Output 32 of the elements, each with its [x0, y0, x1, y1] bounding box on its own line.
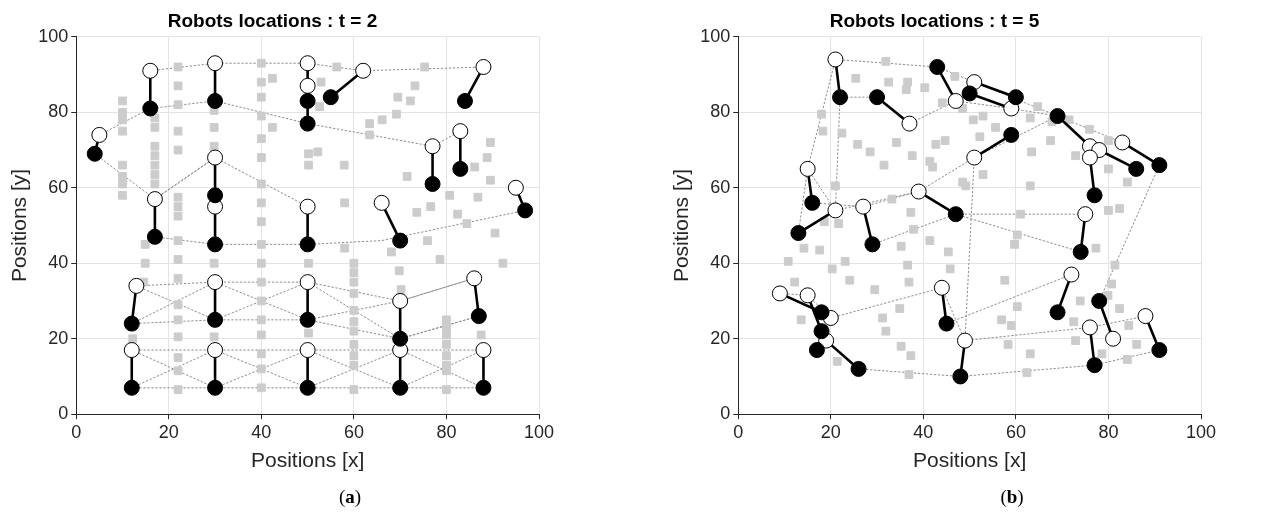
x-tick-label: 100	[1185, 421, 1217, 442]
chart-title: Robots locations : t = 5	[829, 9, 1040, 31]
text: (b)	[999, 486, 1025, 508]
y-tick-label: 0	[58, 403, 69, 424]
x-tick-label: 60	[1005, 421, 1026, 442]
x-tick-label: 40	[913, 421, 934, 442]
x-tick-label: 0	[733, 421, 744, 442]
x-tick-label: 80	[436, 421, 457, 442]
chart-title: Robots locations : t = 2	[167, 9, 378, 31]
y-tick-label: 80	[710, 101, 731, 122]
y-tick-label: 80	[48, 101, 69, 122]
y-axis-title: Positions [y]	[7, 168, 31, 283]
text: (a)	[337, 486, 363, 508]
x-tick-label: 60	[343, 421, 364, 442]
x-tick-label: 80	[1098, 421, 1119, 442]
y-tick-label: 60	[710, 176, 731, 197]
y-tick-label: 20	[48, 327, 69, 348]
y-tick-label: 40	[710, 252, 731, 273]
x-axis-title: Positions [x]	[251, 448, 365, 472]
x-tick-label: 20	[158, 421, 179, 442]
y-tick-label: 20	[710, 327, 731, 348]
y-tick-label: 0	[720, 403, 731, 424]
y-tick-label: 100	[700, 25, 731, 46]
y-tick-label: 60	[48, 176, 69, 197]
x-tick-label: 40	[251, 421, 272, 442]
x-tick-label: 20	[820, 421, 841, 442]
x-tick-label: 100	[523, 421, 555, 442]
y-tick-label: 40	[48, 252, 69, 273]
y-axis-title: Positions [y]	[669, 168, 693, 283]
x-tick-label: 0	[71, 421, 82, 442]
y-tick-label: 100	[38, 25, 69, 46]
x-axis-title: Positions [x]	[913, 448, 1027, 472]
